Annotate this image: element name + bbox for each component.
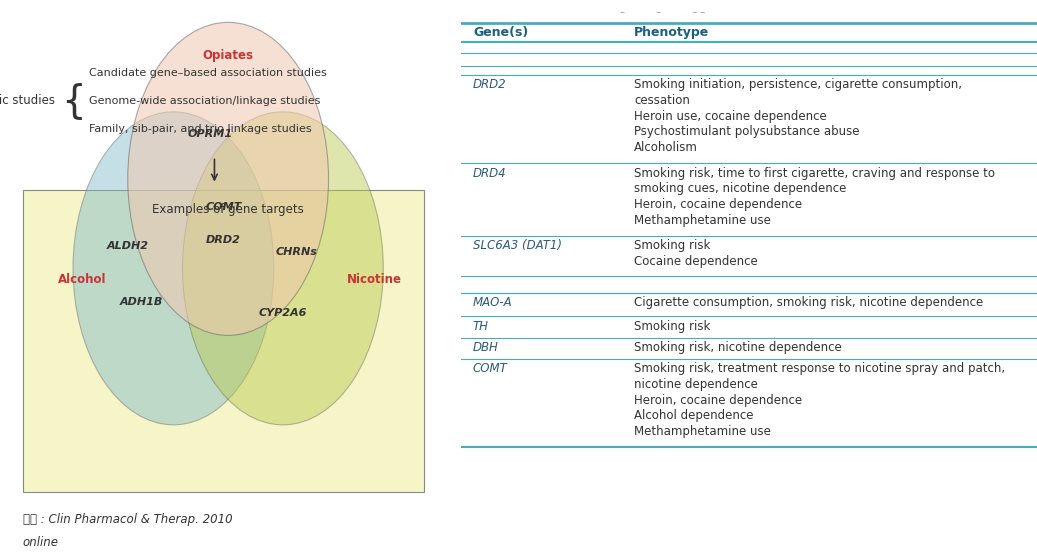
- Text: TH: TH: [473, 320, 489, 333]
- Ellipse shape: [73, 112, 274, 425]
- Text: ALDH2: ALDH2: [107, 241, 148, 251]
- Text: Nicotine: Nicotine: [346, 273, 401, 286]
- Text: DRD2: DRD2: [206, 235, 241, 245]
- Text: CHRNs: CHRNs: [276, 247, 317, 257]
- Text: cessation: cessation: [635, 94, 690, 107]
- Text: SLC6A3 (DAT1): SLC6A3 (DAT1): [473, 239, 562, 252]
- Text: DRD4: DRD4: [473, 167, 507, 179]
- Text: Smoking risk, time to first cigarette, craving and response to: Smoking risk, time to first cigarette, c…: [635, 167, 996, 179]
- Ellipse shape: [128, 22, 329, 335]
- Text: nicotine dependence: nicotine dependence: [635, 378, 758, 391]
- Text: Examples of gene targets: Examples of gene targets: [152, 203, 304, 216]
- Text: MAO-A: MAO-A: [473, 296, 512, 309]
- Text: Alcohol dependence: Alcohol dependence: [635, 409, 754, 422]
- Text: Cocaine dependence: Cocaine dependence: [635, 255, 758, 268]
- Text: Heroin, cocaine dependence: Heroin, cocaine dependence: [635, 394, 803, 406]
- Text: Smoking risk: Smoking risk: [635, 239, 710, 252]
- Text: smoking cues, nicotine dependence: smoking cues, nicotine dependence: [635, 182, 846, 195]
- FancyBboxPatch shape: [23, 190, 424, 492]
- Text: Candidate gene–based association studies: Candidate gene–based association studies: [89, 68, 327, 78]
- Text: Genetic studies: Genetic studies: [0, 94, 55, 107]
- Text: Family, sib-pair, and trio linkage studies: Family, sib-pair, and trio linkage studi…: [89, 124, 311, 134]
- Text: Smoking initiation, persistence, cigarette consumption,: Smoking initiation, persistence, cigaret…: [635, 78, 962, 91]
- Text: Cigarette consumption, smoking risk, nicotine dependence: Cigarette consumption, smoking risk, nic…: [635, 296, 983, 309]
- Text: Phenotype: Phenotype: [635, 26, 709, 39]
- Text: {: {: [61, 82, 86, 120]
- Text: Gene(s): Gene(s): [473, 26, 528, 39]
- Text: COMT: COMT: [473, 362, 508, 375]
- Text: Smoking risk, treatment response to nicotine spray and patch,: Smoking risk, treatment response to nico…: [635, 362, 1005, 375]
- Text: online: online: [23, 536, 59, 549]
- Text: –          –          – –: – – – –: [620, 7, 705, 17]
- Text: 자료 : Clin Pharmacol & Therap. 2010: 자료 : Clin Pharmacol & Therap. 2010: [23, 513, 232, 527]
- Text: Heroin, cocaine dependence: Heroin, cocaine dependence: [635, 198, 803, 211]
- Text: Methamphetamine use: Methamphetamine use: [635, 214, 770, 226]
- Text: Opiates: Opiates: [202, 49, 254, 63]
- Text: DBH: DBH: [473, 341, 499, 354]
- Text: Smoking risk, nicotine dependence: Smoking risk, nicotine dependence: [635, 341, 842, 354]
- Text: ADH1B: ADH1B: [119, 297, 163, 307]
- Text: CYP2A6: CYP2A6: [258, 308, 307, 318]
- Text: Alcohol: Alcohol: [58, 273, 107, 286]
- Text: Methamphetamine use: Methamphetamine use: [635, 425, 770, 438]
- Text: Heroin use, cocaine dependence: Heroin use, cocaine dependence: [635, 110, 826, 122]
- Ellipse shape: [183, 112, 384, 425]
- Text: Genome-wide association/linkage studies: Genome-wide association/linkage studies: [89, 96, 320, 106]
- Text: Alcoholism: Alcoholism: [635, 141, 698, 154]
- Text: Psychostimulant polysubstance abuse: Psychostimulant polysubstance abuse: [635, 125, 860, 138]
- Text: DRD2: DRD2: [473, 78, 507, 91]
- Text: OPRM1: OPRM1: [188, 129, 232, 139]
- Text: Smoking risk: Smoking risk: [635, 320, 710, 333]
- Text: COMT: COMT: [205, 202, 242, 212]
